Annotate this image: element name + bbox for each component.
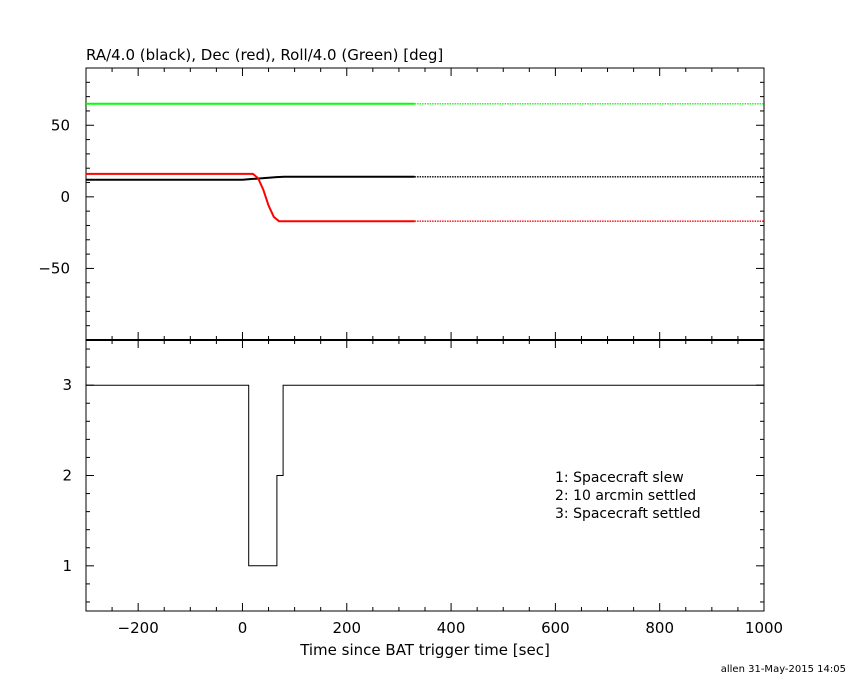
time-x-tick-label: 1000: [745, 619, 783, 637]
attitude-panel-title: RA/4.0 (black), Dec (red), Roll/4.0 (Gre…: [86, 46, 443, 64]
status-legend-line-2: 2: 10 arcmin settled: [555, 488, 696, 504]
time-x-tick-labels: −200 0 200 400 600 800 1000: [118, 619, 784, 637]
settle-status-y-tick-label: 2: [62, 467, 72, 485]
settle-status-step-line: [86, 384, 764, 567]
time-axis-title: Time since BAT trigger time [sec]: [299, 641, 550, 659]
settle-status-y-tick-label: 3: [62, 376, 72, 394]
attitude-y-tick-labels: −50 0 50: [38, 116, 70, 277]
attitude-series-group: [86, 102, 764, 223]
time-x-tick-label: −200: [118, 619, 159, 637]
settle-status-y-tick-label: 1: [62, 557, 72, 575]
settle-status-y-tick-labels: 1 2 3: [62, 376, 72, 575]
status-legend-line-1: 1: Spacecraft slew: [555, 470, 684, 486]
time-x-tick-label: 200: [332, 619, 361, 637]
settle-status-panel: 1 2 3 −200 0 200 400 600 800 1000 1: Spacecraft …: [62, 339, 784, 659]
attitude-y-tick-label: 0: [60, 188, 70, 206]
attitude-plot-frame: [85, 67, 765, 341]
attitude-y-tick-label: 50: [51, 116, 70, 134]
status-legend: 1: Spacecraft slew 2: 10 arcmin settled …: [555, 470, 701, 522]
settle-status-series-group: [86, 384, 764, 567]
attitude-series-1-solid-line: [86, 172, 415, 223]
time-x-tick-label: 800: [645, 619, 674, 637]
time-x-tick-label: 0: [238, 619, 248, 637]
attitude-tick-marks: [85, 68, 765, 340]
attitude-series-0-solid-line: [86, 175, 415, 181]
time-x-tick-label: 400: [437, 619, 466, 637]
credit-stamp: allen 31-May-2015 14:05: [721, 664, 846, 675]
attitude-panel: RA/4.0 (black), Dec (red), Roll/4.0 (Gre…: [38, 46, 765, 341]
status-legend-line-3: 3: Spacecraft settled: [555, 506, 701, 522]
time-x-tick-label: 600: [541, 619, 570, 637]
attitude-y-tick-label: −50: [38, 259, 70, 277]
